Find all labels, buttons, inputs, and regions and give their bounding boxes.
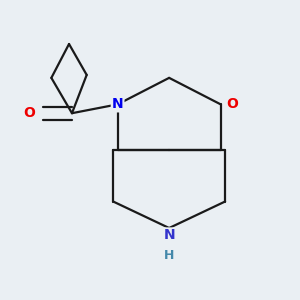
Text: N: N <box>112 98 123 111</box>
Text: O: O <box>226 98 238 111</box>
Text: H: H <box>164 249 174 262</box>
Text: O: O <box>23 106 35 120</box>
Text: N: N <box>163 228 175 242</box>
